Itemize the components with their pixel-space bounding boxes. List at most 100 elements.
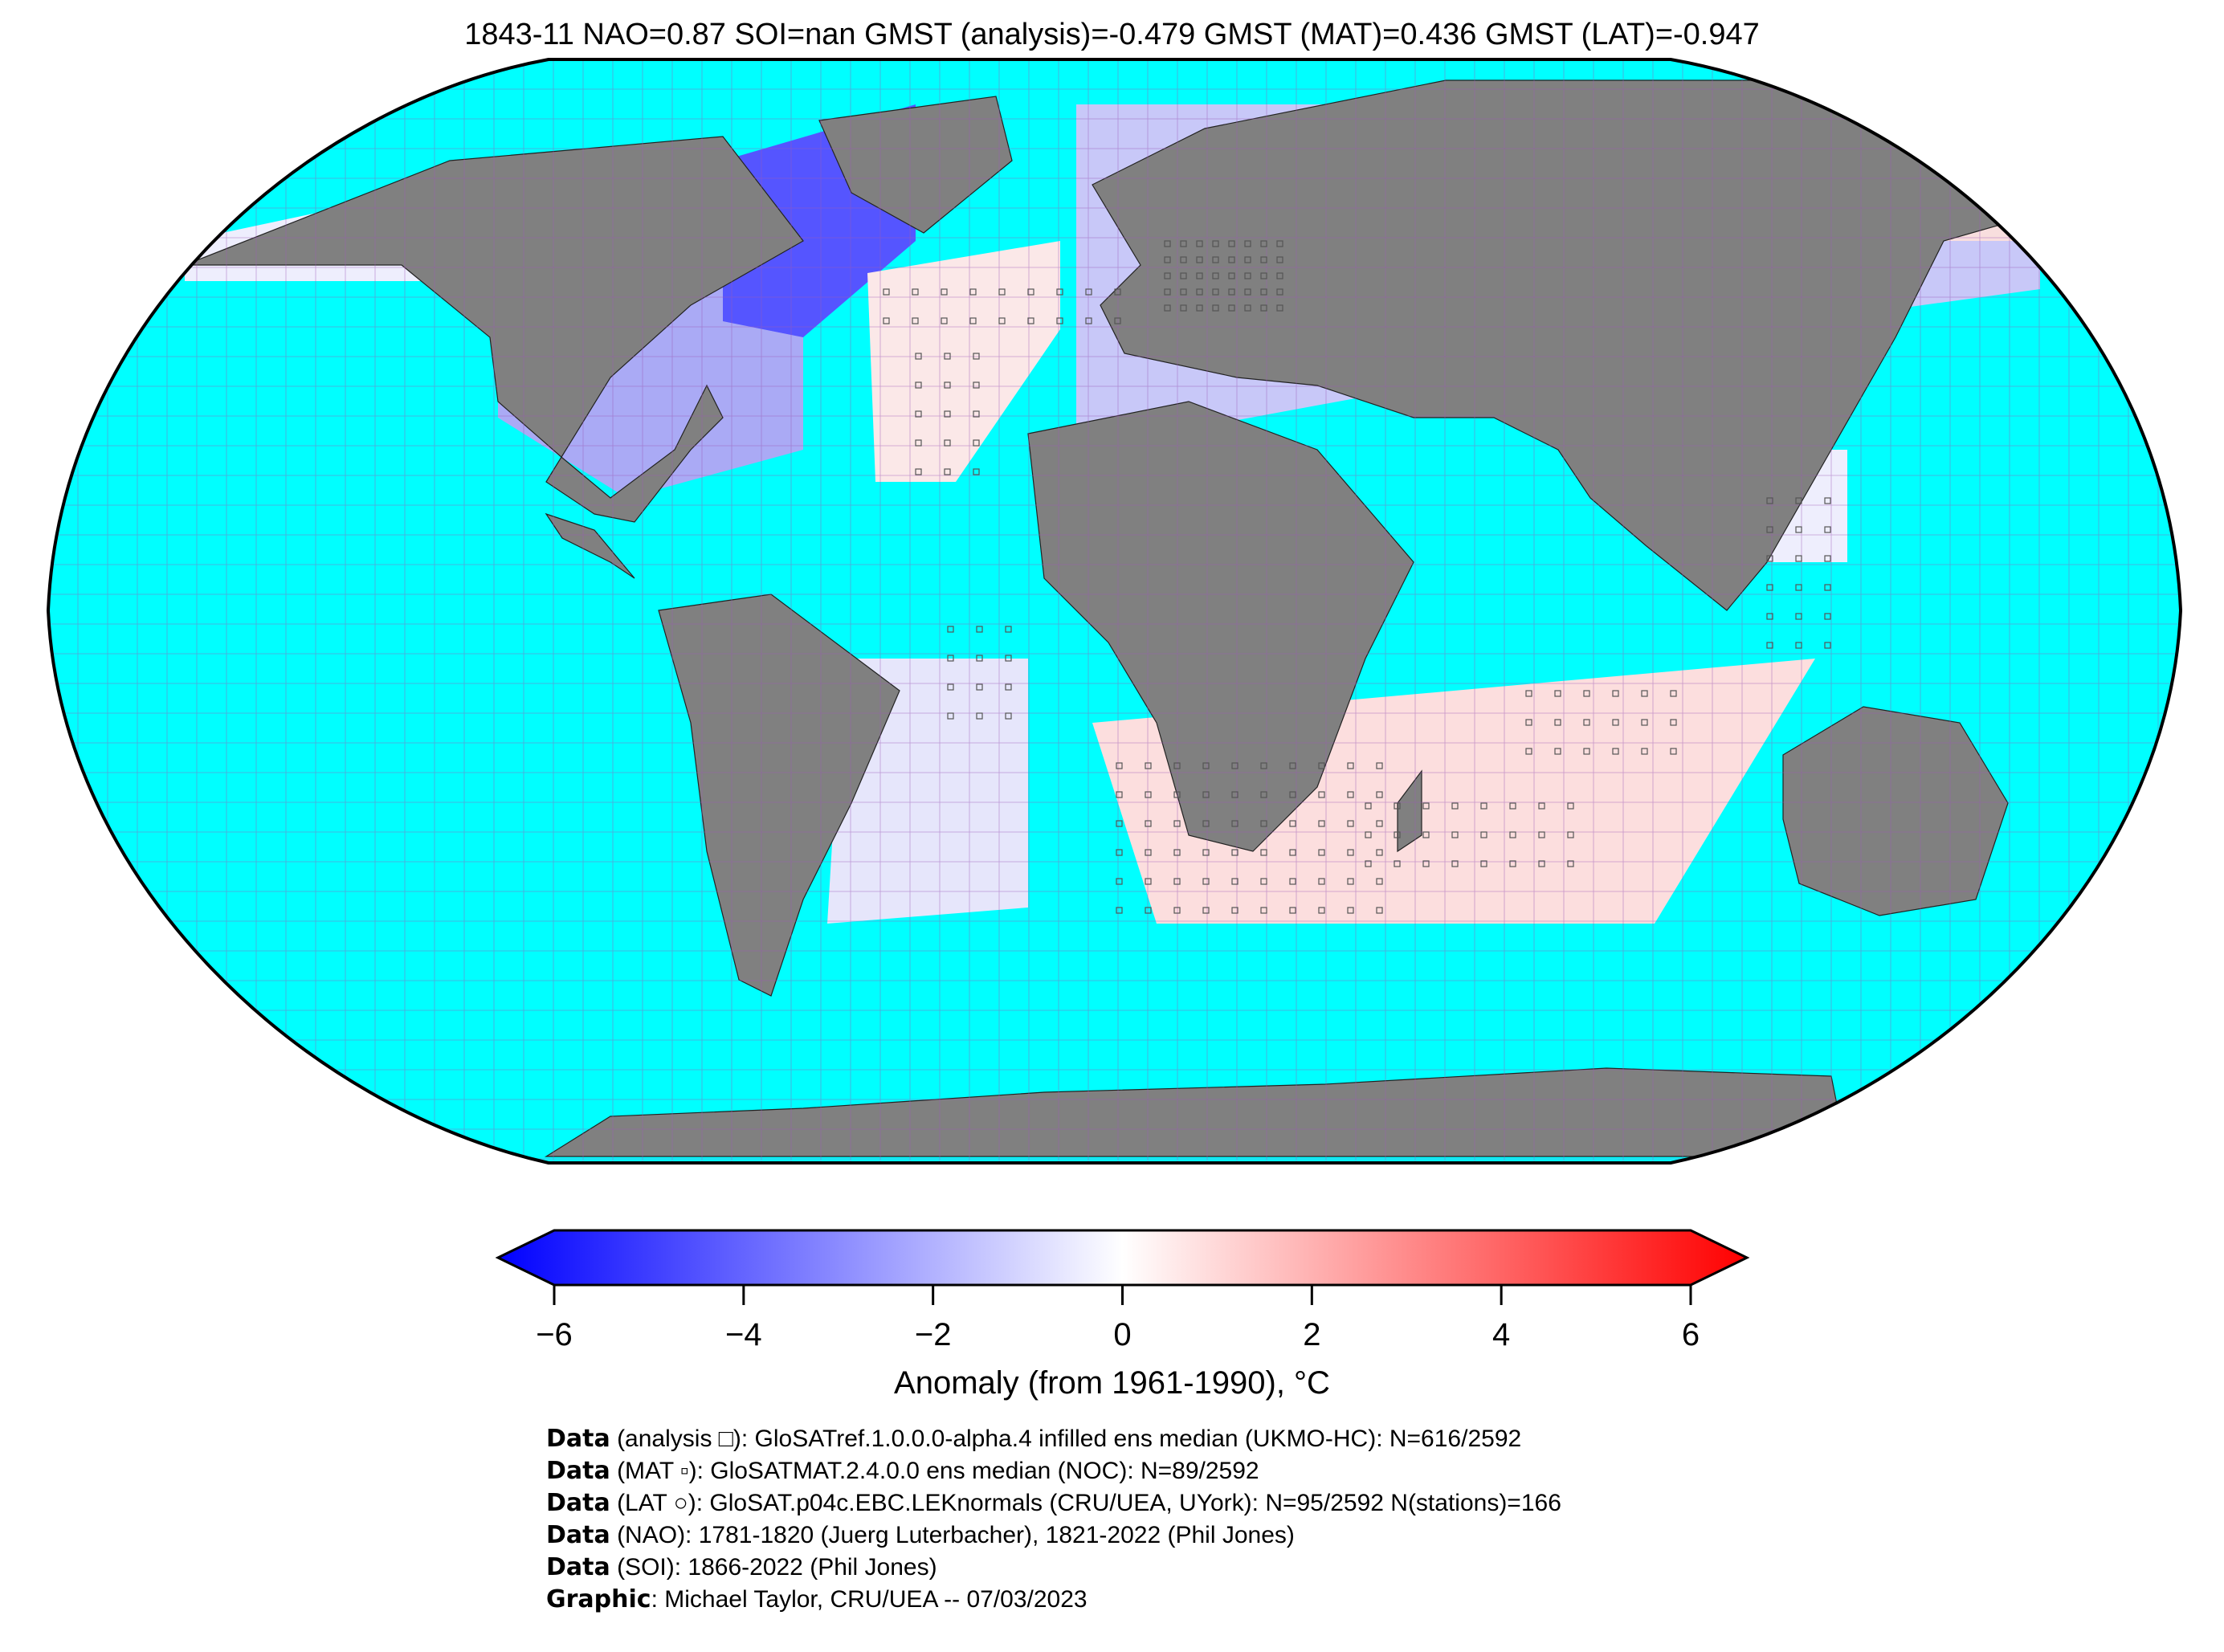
observation-marker <box>1289 762 1296 769</box>
observation-marker <box>1260 256 1267 263</box>
observation-marker <box>1260 878 1267 885</box>
observation-marker <box>1824 584 1831 591</box>
observation-marker <box>1180 240 1187 247</box>
observation-marker <box>912 288 919 296</box>
observation-marker <box>1318 907 1325 914</box>
observation-marker <box>941 288 948 296</box>
observation-marker <box>1276 240 1283 247</box>
observation-marker <box>1173 820 1181 827</box>
credit-text: (LAT ○): GloSAT.p04c.EBC.LEKnormals (CRU… <box>610 1490 1561 1516</box>
observation-marker <box>1260 820 1267 827</box>
observation-marker <box>1670 748 1677 755</box>
observation-marker <box>1164 288 1171 296</box>
observation-marker <box>1365 802 1372 810</box>
observation-marker <box>1173 791 1181 798</box>
central-america <box>545 512 635 579</box>
observation-marker <box>1231 762 1239 769</box>
observation-marker <box>1451 802 1459 810</box>
observation-marker <box>1173 762 1181 769</box>
observation-marker <box>1228 304 1235 312</box>
observation-marker <box>1318 878 1325 885</box>
observation-marker <box>1231 849 1239 856</box>
observation-marker <box>1276 272 1283 279</box>
credit-row: Graphic: Michael Taylor, CRU/UEA -- 07/0… <box>546 1584 1561 1616</box>
credit-text: (NAO): 1781-1820 (Juerg Luterbacher), 18… <box>610 1522 1295 1548</box>
colorbar <box>495 1229 1750 1305</box>
observation-marker <box>941 317 948 324</box>
observation-marker <box>1085 288 1092 296</box>
observation-marker <box>1228 256 1235 263</box>
observation-marker <box>1116 762 1123 769</box>
observation-marker <box>998 288 1006 296</box>
observation-marker <box>1824 497 1831 504</box>
observation-marker <box>1318 849 1325 856</box>
observation-marker <box>1641 690 1648 697</box>
observation-marker <box>1289 849 1296 856</box>
observation-marker <box>1173 907 1181 914</box>
observation-marker <box>1567 831 1574 838</box>
observation-marker <box>1164 304 1171 312</box>
observation-marker <box>1145 849 1152 856</box>
colorbar-ticks <box>553 1285 1692 1305</box>
observation-marker <box>1365 831 1372 838</box>
map-title: 1843-11 NAO=0.87 SOI=nan GMST (analysis)… <box>464 18 1760 51</box>
map-body <box>48 59 2181 1163</box>
observation-marker <box>1173 878 1181 885</box>
colorbar-tick-label: −6 <box>536 1317 573 1352</box>
observation-marker <box>1480 860 1487 867</box>
credits: Data (analysis □): GloSATref.1.0.0.0-alp… <box>546 1423 1561 1616</box>
observation-marker <box>1451 860 1459 867</box>
credit-row: Data (MAT ▫): GloSATMAT.2.4.0.0 ens medi… <box>546 1455 1561 1487</box>
credit-key: Graphic <box>546 1585 651 1613</box>
observation-marker <box>1347 762 1354 769</box>
observation-marker <box>976 626 983 633</box>
observation-marker <box>1509 860 1516 867</box>
observation-marker <box>947 655 954 662</box>
observation-marker <box>1583 690 1590 697</box>
colorbar-tick-label: 4 <box>1492 1317 1511 1352</box>
observation-marker <box>1670 690 1677 697</box>
observation-marker <box>915 410 922 418</box>
observation-marker <box>1347 907 1354 914</box>
colorbar-label: Anomaly (from 1961-1990), °C <box>894 1365 1330 1401</box>
observation-marker <box>1196 240 1203 247</box>
observation-marker <box>1289 791 1296 798</box>
observation-marker <box>1244 256 1251 263</box>
observation-marker <box>1394 831 1401 838</box>
observation-marker <box>915 468 922 475</box>
observation-marker <box>969 317 977 324</box>
observation-marker <box>1202 849 1210 856</box>
observation-marker <box>1260 907 1267 914</box>
observation-marker <box>1766 555 1773 562</box>
observation-marker <box>1116 791 1123 798</box>
observation-marker <box>944 381 951 389</box>
observation-marker <box>1766 497 1773 504</box>
observation-marker <box>1766 613 1773 620</box>
observation-marker <box>1005 626 1012 633</box>
credit-row: Data (LAT ○): GloSAT.p04c.EBC.LEKnormals… <box>546 1487 1561 1519</box>
observation-marker <box>973 410 980 418</box>
observation-marker <box>1260 288 1267 296</box>
observation-marker <box>1164 272 1171 279</box>
observation-marker <box>947 712 954 720</box>
anomaly-field-north-atlantic <box>867 241 1060 482</box>
observation-marker <box>1795 613 1802 620</box>
observation-marker <box>1824 613 1831 620</box>
observation-marker <box>1116 820 1123 827</box>
observation-marker <box>1027 317 1034 324</box>
observation-marker <box>1244 240 1251 247</box>
greenland <box>818 96 1013 234</box>
credit-key: Data <box>546 1553 610 1581</box>
observation-marker <box>1231 878 1239 885</box>
observation-marker <box>1212 256 1219 263</box>
observation-marker <box>1347 791 1354 798</box>
observation-marker <box>1276 256 1283 263</box>
observation-marker <box>1422 860 1430 867</box>
observation-marker <box>947 683 954 691</box>
observation-marker <box>1180 288 1187 296</box>
observation-marker <box>1509 831 1516 838</box>
observation-marker <box>1085 317 1092 324</box>
observation-marker <box>1005 655 1012 662</box>
observation-marker <box>1554 690 1561 697</box>
observation-marker <box>1365 860 1372 867</box>
